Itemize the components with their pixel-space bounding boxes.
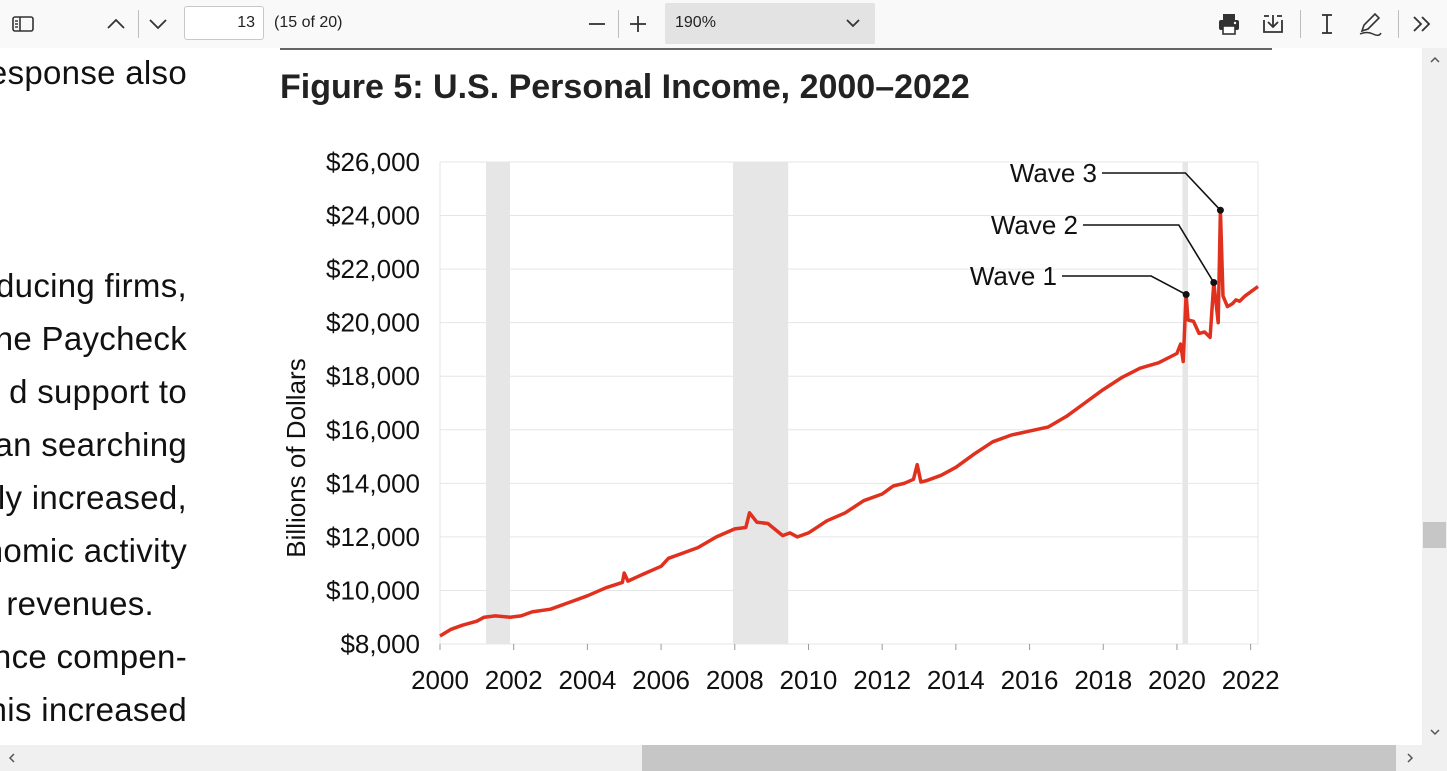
scroll-left-icon[interactable] xyxy=(4,750,20,766)
annotation-leader xyxy=(1062,275,1187,296)
y-tick-label: $26,000 xyxy=(326,147,420,177)
page-down-icon[interactable] xyxy=(146,12,170,36)
document-viewport[interactable]: response also ducing firms, he Paycheck … xyxy=(0,48,1422,745)
horizontal-scrollbar[interactable] xyxy=(0,745,1422,771)
x-tick-label: 2022 xyxy=(1222,665,1280,695)
body-text-line: response also xyxy=(0,54,187,91)
y-tick-label: $22,000 xyxy=(326,254,420,284)
vertical-scroll-thumb[interactable] xyxy=(1423,522,1446,548)
zoom-value: 190% xyxy=(675,14,716,31)
annotation-leader xyxy=(1083,224,1215,283)
x-tick-label: 2016 xyxy=(1001,665,1059,695)
page-rule xyxy=(280,48,1272,50)
figure-title: Figure 5: U.S. Personal Income, 2000–202… xyxy=(280,68,970,106)
income-series-line xyxy=(439,208,1260,638)
annotation-label: Wave 2 xyxy=(991,210,1078,240)
body-text-line: nce compen- xyxy=(0,638,187,675)
y-tick-label: $16,000 xyxy=(326,415,420,445)
toolbar-divider xyxy=(1300,10,1301,38)
y-axis-label: Billions of Dollars xyxy=(281,358,311,557)
x-tick-label: 2010 xyxy=(780,665,838,695)
draw-icon[interactable] xyxy=(1356,11,1384,37)
scroll-right-icon[interactable] xyxy=(1402,750,1418,766)
print-icon[interactable] xyxy=(1216,11,1242,37)
annotation-point xyxy=(1216,206,1224,214)
x-tick-label: 2008 xyxy=(706,665,764,695)
vertical-scrollbar[interactable] xyxy=(1422,48,1447,745)
body-text-line: x revenues. xyxy=(0,585,154,622)
page-up-icon[interactable] xyxy=(104,12,128,36)
body-text-line: lly increased, xyxy=(0,479,187,516)
y-tick-label: $20,000 xyxy=(326,308,420,338)
x-tick-label: 2012 xyxy=(853,665,911,695)
text-cursor-icon[interactable] xyxy=(1314,11,1340,37)
plot-frame xyxy=(439,161,1259,645)
y-tick-label: $24,000 xyxy=(326,201,420,231)
annotation-label: Wave 3 xyxy=(1010,158,1097,188)
x-tick-label: 2014 xyxy=(927,665,985,695)
x-tick-label: 2002 xyxy=(485,665,543,695)
page-count-label: (15 of 20) xyxy=(274,14,343,31)
zoom-in-icon[interactable] xyxy=(626,12,650,36)
pdf-toolbar: (15 of 20) 190% xyxy=(0,0,1447,48)
body-text-line: he Paycheck xyxy=(0,320,187,357)
chevron-down-icon xyxy=(845,16,861,34)
zoom-out-icon[interactable] xyxy=(585,12,609,36)
body-text-line: ducing firms, xyxy=(0,267,187,304)
sidebar-icon[interactable] xyxy=(8,12,38,36)
x-tick-label: 2006 xyxy=(632,665,690,695)
annotation-label: Wave 1 xyxy=(970,261,1057,291)
page-number-input[interactable] xyxy=(184,6,264,40)
y-tick-label: $10,000 xyxy=(326,575,420,605)
x-tick-label: 2018 xyxy=(1074,665,1132,695)
x-tick-label: 2000 xyxy=(411,665,469,695)
scroll-down-icon[interactable] xyxy=(1425,724,1445,740)
scroll-up-icon[interactable] xyxy=(1425,52,1445,68)
toolbar-divider xyxy=(1398,10,1399,38)
body-text-line: d support to xyxy=(9,373,187,410)
recession-band xyxy=(732,162,789,644)
annotation-leader xyxy=(1102,172,1221,211)
scrollbar-corner xyxy=(1422,745,1447,771)
zoom-select[interactable]: 190% xyxy=(665,3,875,44)
recession-band xyxy=(486,162,511,644)
x-tick-label: 2020 xyxy=(1148,665,1206,695)
recession-band xyxy=(1182,162,1188,644)
body-text-line: nomic activity xyxy=(0,532,187,569)
save-icon[interactable] xyxy=(1260,11,1286,37)
y-tick-label: $18,000 xyxy=(326,361,420,391)
income-line-chart: Wave 1 Wave 2 Wave 3 $8,000 $10,000 $12,000 $… xyxy=(281,147,1280,695)
annotation-point xyxy=(1210,279,1218,286)
annotation-point xyxy=(1182,291,1190,299)
more-tools-icon[interactable] xyxy=(1408,11,1436,37)
y-tick-label: $12,000 xyxy=(326,522,420,552)
toolbar-divider xyxy=(138,10,139,38)
body-text-line: nis increased xyxy=(0,691,187,728)
y-tick-label: $14,000 xyxy=(326,468,420,498)
body-text-line: an searching xyxy=(0,426,187,463)
horizontal-scroll-thumb[interactable] xyxy=(642,745,1396,771)
y-tick-label: $8,000 xyxy=(340,629,420,659)
toolbar-divider xyxy=(618,10,619,38)
x-tick-label: 2004 xyxy=(558,665,616,695)
